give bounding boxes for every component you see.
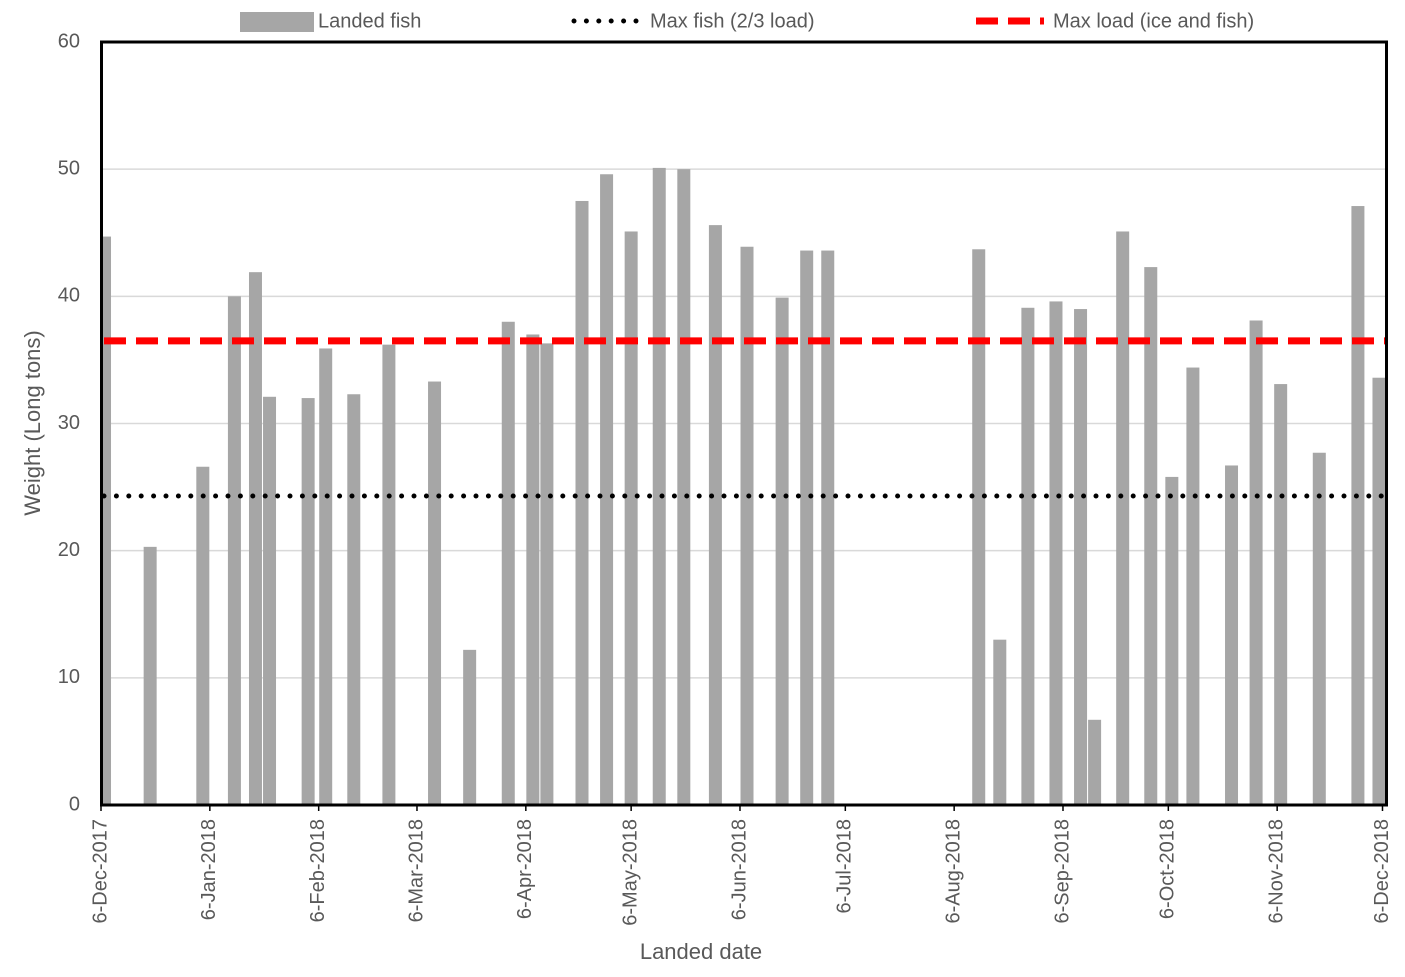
bar xyxy=(301,398,315,805)
x-tick-label: 6-Dec-2017 xyxy=(89,819,111,924)
y-tick-label: 20 xyxy=(58,539,80,561)
bar xyxy=(463,649,477,805)
bar xyxy=(624,231,638,805)
bar xyxy=(1312,452,1326,805)
x-axis-title: Landed date xyxy=(640,939,762,964)
x-tick-label: 6-Dec-2018 xyxy=(1371,819,1393,924)
foreground: 0 10 20 30 40 50 60 6-Dec-2017 6-Jan-2018 6-Feb-2… xyxy=(58,10,1393,925)
x-tick-label: 6-Nov-2018 xyxy=(1265,819,1287,924)
bar xyxy=(1351,206,1365,805)
bar xyxy=(1088,719,1102,805)
bar xyxy=(677,169,691,805)
x-tick-label: 6-Oct-2018 xyxy=(1157,819,1179,919)
legend-swatch xyxy=(240,12,314,32)
bars xyxy=(101,167,1386,805)
bar xyxy=(248,272,262,805)
y-tick-label: 10 xyxy=(58,666,80,688)
x-tick-label: 6-Jun-2018 xyxy=(728,819,750,920)
bar xyxy=(1144,267,1158,805)
bar xyxy=(993,639,1007,805)
bar xyxy=(1074,309,1088,805)
bar xyxy=(319,348,333,805)
reference-lines xyxy=(101,337,1389,499)
bar xyxy=(575,200,589,805)
y-tick-label: 50 xyxy=(58,157,80,179)
x-tick-label: 6-May-2018 xyxy=(619,819,641,926)
bar xyxy=(1225,465,1239,805)
bar xyxy=(821,250,835,805)
bar xyxy=(1186,367,1200,805)
bar xyxy=(1249,320,1263,805)
x-tick-label: 6-Sep-2018 xyxy=(1051,819,1073,924)
legend-label: Landed fish xyxy=(318,10,421,32)
bar xyxy=(708,225,722,805)
bar xyxy=(501,321,515,805)
y-axis-title: Weight (Long tons) xyxy=(20,330,45,515)
x-tick-label: 6-Aug-2018 xyxy=(942,819,964,924)
bar xyxy=(1165,476,1179,805)
bar xyxy=(196,466,210,805)
bar xyxy=(972,249,986,805)
bar xyxy=(652,167,666,805)
y-tick-label: 30 xyxy=(58,412,80,434)
y-tick-label: 60 xyxy=(58,30,80,52)
bar xyxy=(143,546,157,805)
x-tick-label: 6-Jul-2018 xyxy=(834,819,856,914)
x-tick-label: 6-Mar-2018 xyxy=(405,819,427,922)
bar xyxy=(740,246,754,805)
bar xyxy=(382,344,396,805)
bar xyxy=(526,334,540,805)
bar xyxy=(775,297,789,805)
x-tick-label: 6-Apr-2018 xyxy=(514,819,536,919)
y-tick-label: 40 xyxy=(58,285,80,307)
legend-label: Max load (ice and fish) xyxy=(1053,10,1254,32)
bar xyxy=(1049,301,1063,805)
y-tick-label: 0 xyxy=(69,793,80,815)
bar xyxy=(1021,307,1035,805)
bar xyxy=(1372,377,1386,805)
bar xyxy=(347,394,361,805)
bar xyxy=(540,343,554,805)
bar xyxy=(800,250,814,805)
bar xyxy=(263,396,277,805)
bar xyxy=(1116,231,1130,805)
x-tick-label: 6-Feb-2018 xyxy=(307,819,329,922)
x-tick-label: 6-Jan-2018 xyxy=(198,819,220,920)
bar xyxy=(227,296,241,805)
bar xyxy=(1274,384,1288,805)
bar xyxy=(600,174,614,805)
bar xyxy=(428,381,442,805)
legend-label: Max fish (2/3 load) xyxy=(650,10,815,32)
bar xyxy=(101,236,112,805)
